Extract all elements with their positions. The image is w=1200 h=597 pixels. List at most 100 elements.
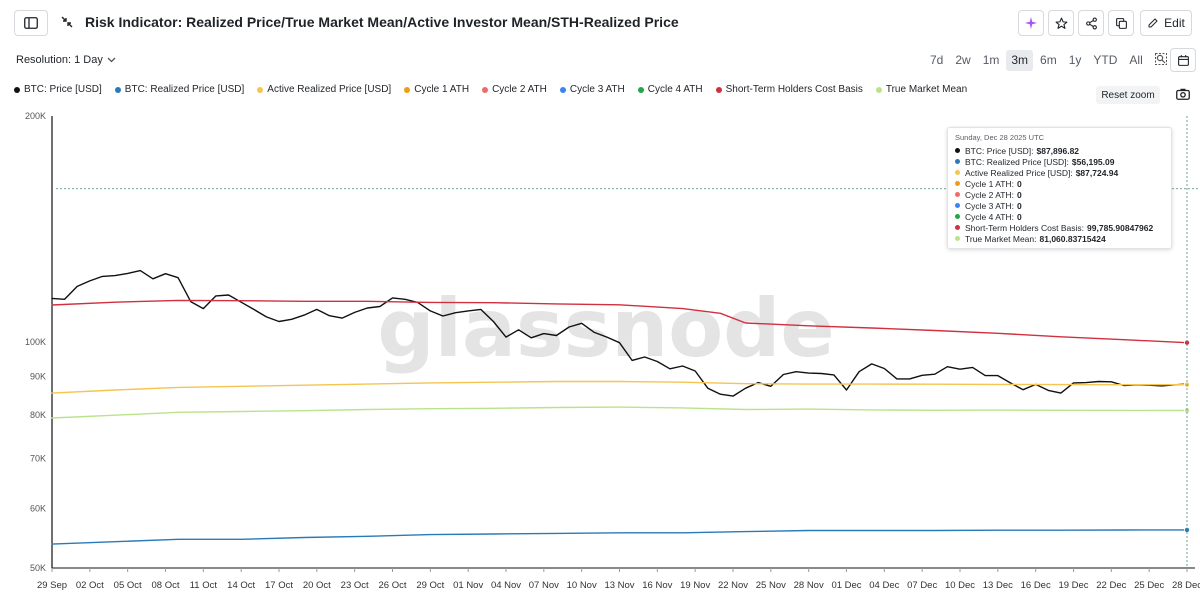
legend-item-cycle-1-ath[interactable]: Cycle 1 ATH [404, 84, 469, 95]
legend-label: Cycle 3 ATH [569, 84, 625, 95]
zoom-search-icon [1154, 53, 1167, 65]
y-tick-label: 80K [30, 410, 46, 420]
range-tab-2w[interactable]: 2w [955, 53, 971, 67]
tooltip-row: Active Realized Price [USD]: $87,724.94 [955, 167, 1164, 178]
legend-item-true-market-mean[interactable]: True Market Mean [875, 84, 968, 95]
watermark-logo: glassnode [377, 282, 834, 375]
range-tabs: 7d 2w 1m 3m 6m 1y YTD All [925, 50, 1174, 71]
y-tick-label: 50K [30, 563, 46, 573]
legend-item-cycle-4-ath[interactable]: Cycle 4 ATH [637, 84, 703, 95]
star-icon [1055, 17, 1067, 29]
y-tick-label: 70K [30, 453, 46, 463]
favorite-button[interactable] [1048, 10, 1074, 36]
legend-item-active-realized-price[interactable]: Active Realized Price [USD] [257, 84, 391, 95]
share-button[interactable] [1078, 10, 1104, 36]
tooltip-row: True Market Mean: 81,060.83715424 [955, 233, 1164, 244]
x-tick-label: 28 Nov [794, 580, 824, 591]
series-line-8 [51, 406, 1188, 419]
legend-item-btc-price[interactable]: BTC: Price [USD] [14, 84, 102, 95]
legend-label: BTC: Price [USD] [24, 84, 102, 95]
x-tick-label: 01 Nov [453, 580, 483, 591]
tooltip-label: Cycle 1 ATH: [965, 178, 1014, 189]
range-zoom-button[interactable] [1150, 50, 1172, 71]
series-line-2 [51, 380, 1188, 394]
edit-label: Edit [1164, 16, 1185, 30]
range-tab-7d[interactable]: 7d [930, 53, 944, 67]
legend-label: Active Realized Price [USD] [267, 84, 392, 95]
legend-dot [114, 86, 121, 93]
tooltip-dot [955, 192, 960, 197]
x-tick-label: 16 Dec [1021, 580, 1051, 591]
x-tick-label: 22 Nov [718, 580, 748, 591]
legend-dot [404, 86, 411, 93]
camera-icon[interactable] [1176, 88, 1190, 100]
legend-item-sth-cost-basis[interactable]: Short-Term Holders Cost Basis [715, 84, 863, 95]
chart-tooltip: Sunday, Dec 28 2025 UTC BTC: Price [USD]… [947, 127, 1172, 249]
edit-button[interactable]: Edit [1140, 10, 1192, 36]
x-tick-label: 02 Oct [76, 580, 104, 591]
tooltip-dot [955, 214, 960, 219]
chevron-down-icon [107, 57, 116, 63]
tooltip-row: Cycle 3 ATH: 0 [955, 200, 1164, 211]
reset-zoom-button[interactable]: Reset zoom [1096, 86, 1160, 104]
copy-icon [1115, 17, 1127, 29]
x-tick-label: 25 Dec [1134, 580, 1164, 591]
y-axis: 200K 100K 90K 80K 70K 60K 50K [25, 111, 53, 573]
tooltip-value: $56,195.09 [1071, 156, 1115, 167]
x-tick-label: 14 Oct [227, 580, 255, 591]
legend-dot [715, 86, 722, 93]
x-tick-label: 04 Dec [869, 580, 899, 591]
legend-item-cycle-2-ath[interactable]: Cycle 2 ATH [482, 84, 547, 95]
range-tab-1y[interactable]: 1y [1068, 53, 1082, 67]
y-tick-label: 90K [30, 371, 46, 381]
chart-legend: BTC: Price [USD] BTC: Realized Price [US… [14, 84, 967, 95]
tooltip-dot [955, 159, 960, 164]
tooltip-label: BTC: Realized Price [USD]: [965, 156, 1069, 167]
tooltip-row: BTC: Realized Price [USD]: $56,195.09 [955, 156, 1164, 167]
range-tab-ytd[interactable]: YTD [1093, 53, 1118, 67]
range-tab-6m[interactable]: 6m [1040, 53, 1057, 67]
series-line-1 [51, 529, 1188, 545]
top-bar: Risk Indicator: Realized Price/True Mark… [0, 0, 1200, 46]
x-tick-label: 16 Nov [642, 580, 672, 591]
tooltip-date: Sunday, Dec 28 2025 UTC [955, 133, 1045, 142]
duplicate-button[interactable] [1108, 10, 1134, 36]
legend-label: True Market Mean [885, 84, 968, 95]
y-tick-label: 100K [25, 337, 46, 347]
x-tick-label: 01 Dec [831, 580, 861, 591]
x-tick-label: 10 Nov [567, 580, 597, 591]
tooltip-label: Active Realized Price [USD]: [965, 167, 1073, 178]
legend-label: Cycle 2 ATH [492, 84, 547, 95]
range-tab-all[interactable]: All [1129, 53, 1143, 67]
resolution-select[interactable]: Resolution: 1 Day [16, 54, 116, 66]
legend-label: Cycle 4 ATH [647, 84, 703, 95]
tooltip-row: BTC: Price [USD]: $87,896.82 [955, 145, 1164, 156]
tooltip-value: $87,724.94 [1075, 167, 1119, 178]
legend-label: Cycle 1 ATH [414, 84, 470, 95]
x-tick-label: 13 Dec [983, 580, 1013, 591]
x-tick-label: 22 Dec [1096, 580, 1126, 591]
tooltip-label: Cycle 3 ATH: [965, 200, 1014, 211]
sidebar-toggle-button[interactable] [14, 10, 48, 36]
tooltip-label: BTC: Price [USD]: [965, 145, 1034, 156]
ai-assist-button[interactable] [1018, 10, 1044, 36]
legend-item-cycle-3-ath[interactable]: Cycle 3 ATH [559, 84, 625, 95]
tooltip-dot [955, 148, 960, 153]
collapse-icon[interactable] [60, 15, 74, 29]
x-tick-label: 26 Oct [379, 580, 407, 591]
sidebar-toggle-icon [24, 17, 38, 29]
tooltip-row: Short-Term Holders Cost Basis: 99,785.908… [955, 222, 1164, 233]
tooltip-dot [955, 181, 960, 186]
x-tick-label: 13 Nov [604, 580, 634, 591]
calendar-button[interactable] [1170, 48, 1196, 72]
range-tab-1m[interactable]: 1m [982, 53, 1000, 67]
tooltip-value: 0 [1016, 211, 1022, 222]
x-tick-label: 23 Oct [341, 580, 369, 591]
x-tick-label: 17 Oct [265, 580, 293, 591]
tooltip-row: Cycle 2 ATH: 0 [955, 189, 1164, 200]
tooltip-value: 0 [1016, 178, 1022, 189]
legend-item-realized-price[interactable]: BTC: Realized Price [USD] [114, 84, 244, 95]
range-tab-3m[interactable]: 3m [1006, 50, 1034, 71]
pencil-icon [1148, 18, 1158, 28]
